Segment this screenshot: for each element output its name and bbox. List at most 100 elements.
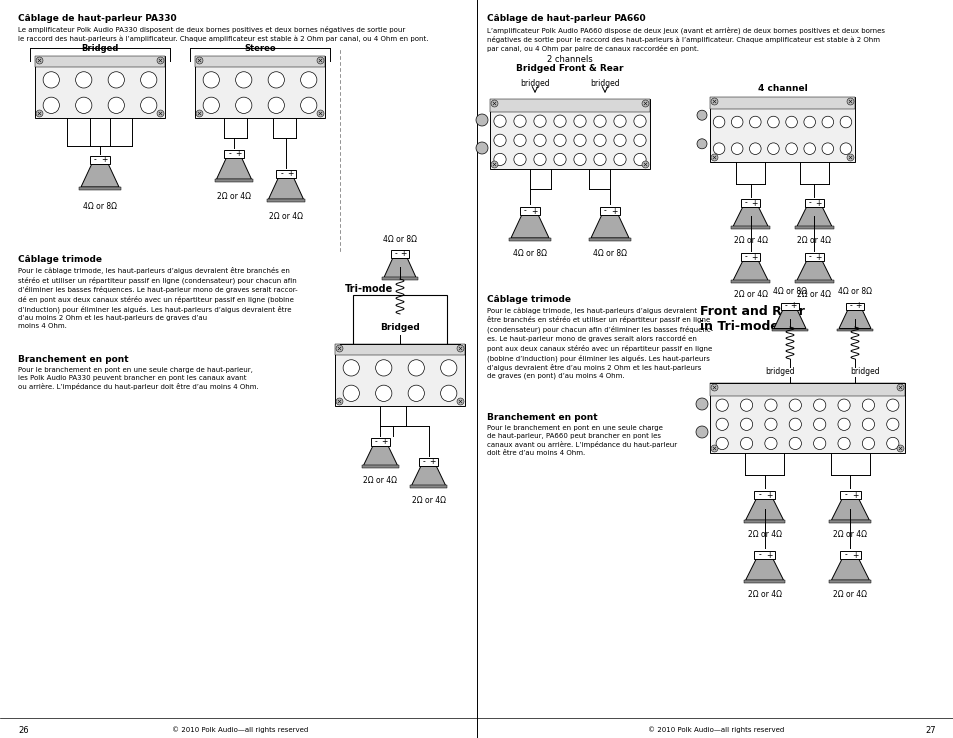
Bar <box>709 383 904 453</box>
Circle shape <box>862 438 874 449</box>
Text: +: + <box>851 491 858 500</box>
Circle shape <box>697 110 706 120</box>
Text: +: + <box>855 302 862 311</box>
Bar <box>804 199 823 207</box>
Circle shape <box>821 143 833 154</box>
Text: Le amplificateur Polk Audio PA330 disposent de deux bornes positives et deux bor: Le amplificateur Polk Audio PA330 dispos… <box>18 26 428 42</box>
Text: Câblage de haut-parleur PA660: Câblage de haut-parleur PA660 <box>486 14 645 23</box>
Circle shape <box>788 438 801 449</box>
Circle shape <box>440 359 456 376</box>
Circle shape <box>896 445 903 452</box>
Circle shape <box>633 134 645 146</box>
Polygon shape <box>590 215 628 238</box>
Text: -: - <box>758 551 760 559</box>
Circle shape <box>837 399 849 411</box>
Bar <box>839 551 860 559</box>
Bar <box>754 551 774 559</box>
Bar <box>490 99 649 111</box>
Circle shape <box>813 418 825 430</box>
Text: +: + <box>765 491 772 500</box>
Text: 2Ω or 4Ω: 2Ω or 4Ω <box>733 236 767 245</box>
Bar <box>709 97 854 108</box>
Text: -: - <box>744 199 747 207</box>
Text: 27: 27 <box>924 726 935 735</box>
Circle shape <box>108 72 124 88</box>
Bar <box>276 170 295 178</box>
Circle shape <box>335 398 343 405</box>
Text: +: + <box>765 551 772 559</box>
Circle shape <box>140 97 156 114</box>
Circle shape <box>716 438 727 449</box>
Text: -: - <box>784 302 786 311</box>
Text: +: + <box>287 170 294 179</box>
Text: 2Ω or 4Ω: 2Ω or 4Ω <box>747 590 781 599</box>
Text: +: + <box>381 438 388 446</box>
Circle shape <box>456 345 463 352</box>
Text: 4Ω or 8Ω: 4Ω or 8Ω <box>513 249 546 258</box>
Circle shape <box>574 134 585 146</box>
Bar <box>845 303 862 309</box>
Circle shape <box>710 98 718 105</box>
Bar <box>839 491 860 499</box>
Circle shape <box>108 97 124 114</box>
Circle shape <box>195 57 203 64</box>
Circle shape <box>696 426 707 438</box>
Circle shape <box>268 72 284 88</box>
Circle shape <box>740 418 752 430</box>
Circle shape <box>534 154 545 165</box>
Circle shape <box>840 116 851 128</box>
Circle shape <box>710 384 718 391</box>
Circle shape <box>43 97 59 114</box>
Text: Câblage trimode: Câblage trimode <box>18 255 102 264</box>
Bar <box>361 466 398 468</box>
Bar <box>794 280 833 283</box>
Circle shape <box>494 134 506 146</box>
Circle shape <box>476 142 488 154</box>
Text: +: + <box>790 302 796 311</box>
Text: +: + <box>611 207 618 215</box>
Circle shape <box>300 72 316 88</box>
Circle shape <box>885 418 898 430</box>
Circle shape <box>740 438 752 449</box>
Circle shape <box>594 154 605 165</box>
Text: © 2010 Polk Audio—all rights reserved: © 2010 Polk Audio—all rights reserved <box>172 726 308 733</box>
Circle shape <box>534 134 545 146</box>
Bar <box>371 438 390 446</box>
Circle shape <box>716 418 727 430</box>
Bar <box>224 150 243 158</box>
Circle shape <box>300 97 316 114</box>
Circle shape <box>335 345 343 352</box>
Circle shape <box>896 384 903 391</box>
Circle shape <box>697 139 706 149</box>
Text: -: - <box>228 150 231 159</box>
Bar <box>391 250 409 258</box>
Circle shape <box>140 72 156 88</box>
Polygon shape <box>745 499 782 520</box>
Bar <box>804 253 823 261</box>
Bar <box>509 238 550 241</box>
Circle shape <box>788 399 801 411</box>
Bar <box>214 179 253 182</box>
Circle shape <box>316 57 324 64</box>
Circle shape <box>75 72 91 88</box>
Bar <box>194 56 325 67</box>
Circle shape <box>491 100 497 107</box>
Text: 2 channels: 2 channels <box>547 55 592 64</box>
Bar <box>743 520 784 523</box>
Circle shape <box>840 143 851 154</box>
Text: Branchement en pont: Branchement en pont <box>18 355 129 364</box>
Circle shape <box>554 134 565 146</box>
Circle shape <box>613 154 625 165</box>
Text: -: - <box>375 438 377 446</box>
Circle shape <box>491 161 497 168</box>
Circle shape <box>235 97 252 114</box>
Text: Bridged: Bridged <box>379 323 419 331</box>
Text: -: - <box>744 252 747 261</box>
Circle shape <box>862 418 874 430</box>
Polygon shape <box>411 466 445 486</box>
Circle shape <box>594 134 605 146</box>
Circle shape <box>696 398 707 410</box>
Text: -: - <box>94 156 96 165</box>
Circle shape <box>837 418 849 430</box>
Circle shape <box>731 116 742 128</box>
